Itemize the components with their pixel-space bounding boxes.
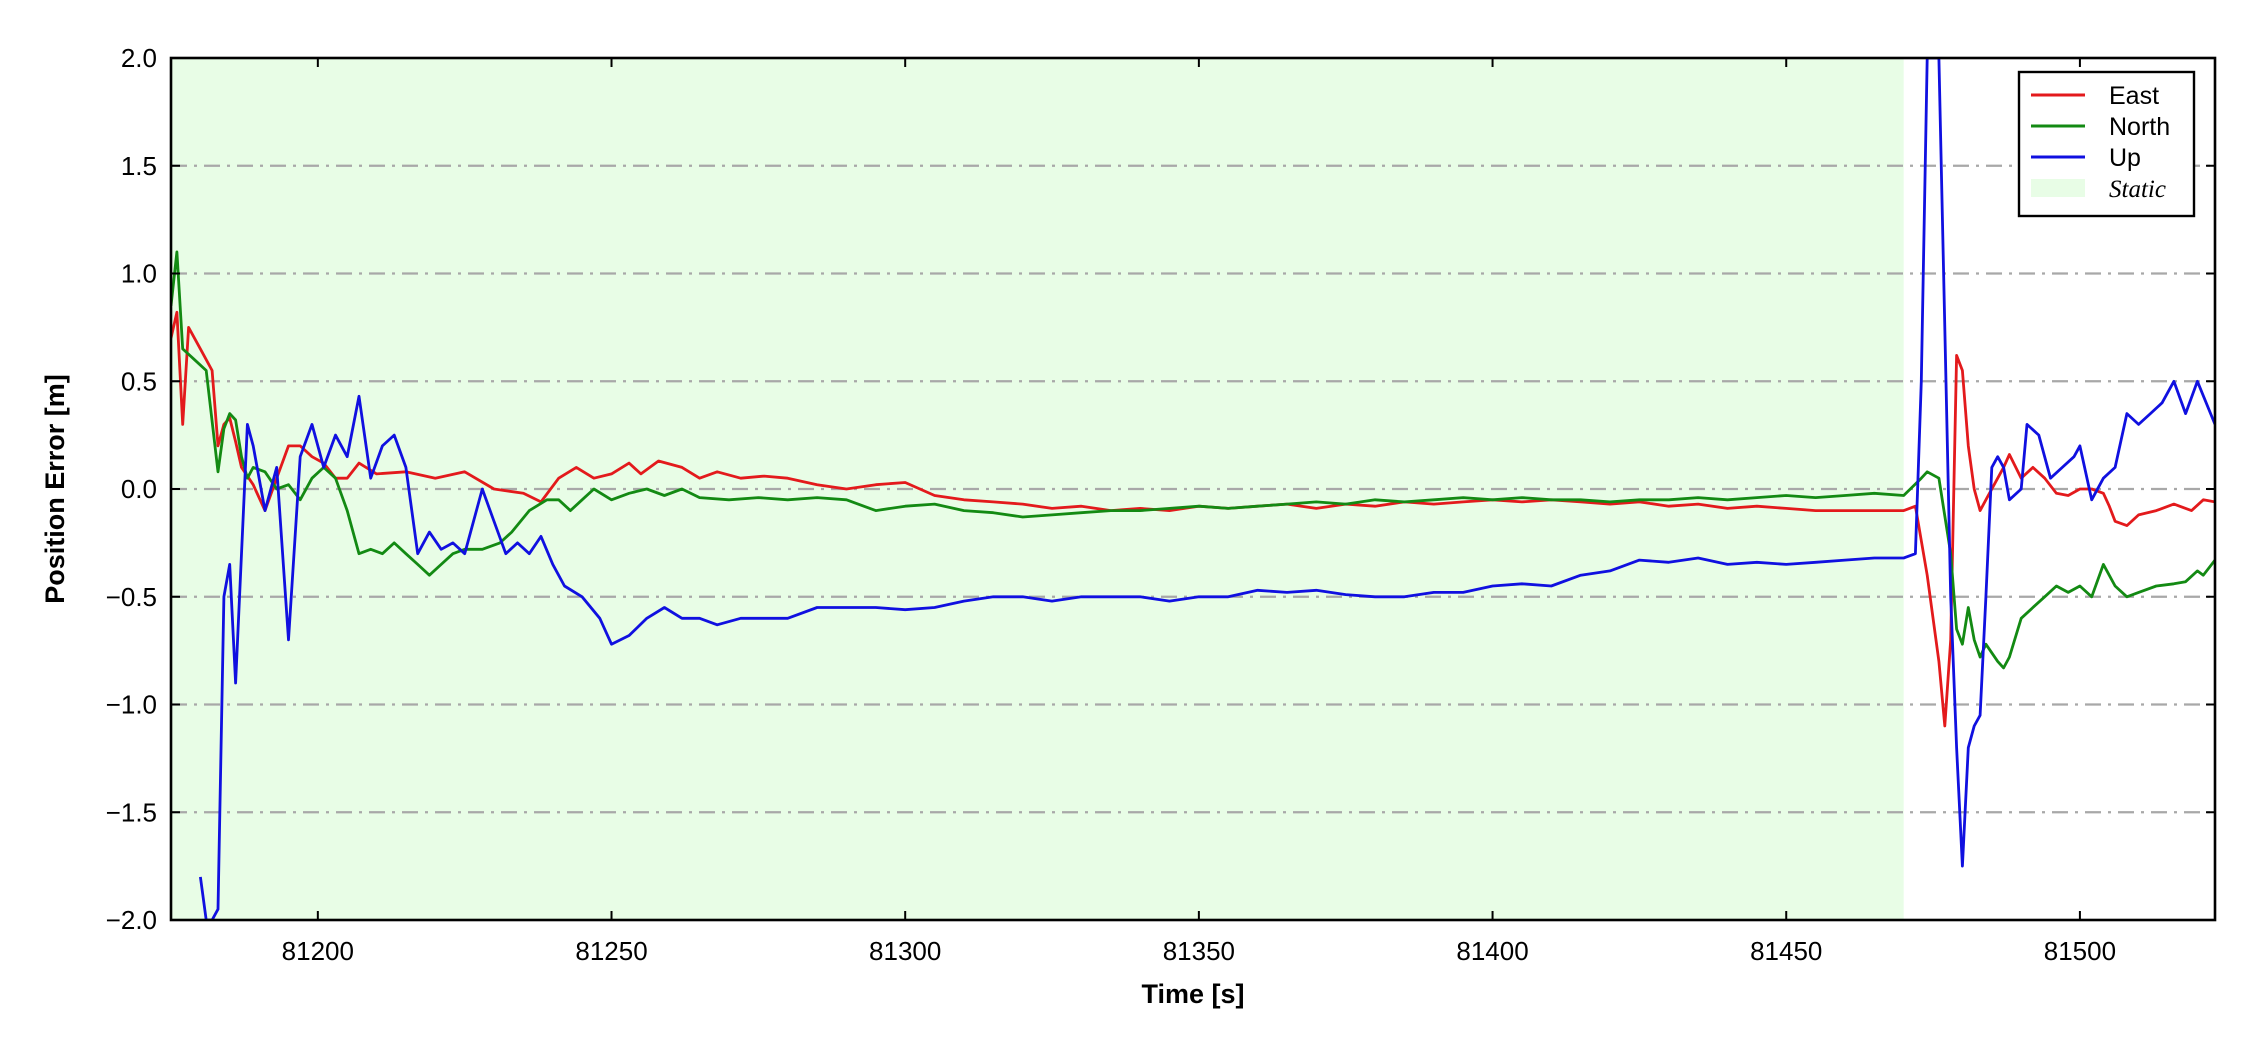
x-tick-label-6: 81500 (2044, 936, 2116, 966)
legend-label-north: North (2109, 113, 2170, 141)
x-axis-title: Time [s] (1141, 979, 1244, 1009)
y-tick-label-1: 1.5 (121, 151, 157, 181)
axis-ticks: 81200 81250 81300 81350 81400 81450 81500 2.0 1.… (106, 43, 2215, 966)
legend-label-east: East (2109, 82, 2159, 110)
x-tick-label-5: 81450 (1750, 936, 1822, 966)
y-tick-label-3: 0.5 (121, 366, 157, 396)
x-tick-label-3: 81350 (1163, 936, 1235, 966)
series-line-north (171, 250, 2215, 670)
series-line-up (199, 58, 2215, 920)
y-tick-label-6: −1.0 (106, 690, 157, 720)
legend-label-up: Up (2109, 144, 2141, 172)
x-tick-label-4: 81400 (1456, 936, 1528, 966)
y-tick-label-4: 0.0 (121, 474, 157, 504)
y-tick-label-7: −1.5 (106, 797, 157, 827)
grid-lines (171, 164, 2215, 814)
y-axis-title: Position Error [m] (40, 374, 70, 604)
legend-label-static: Static (2109, 176, 2166, 203)
legend-swatch-static (2031, 179, 2085, 197)
y-tick-label-0: 2.0 (121, 43, 157, 73)
x-tick-label-2: 81300 (869, 936, 941, 966)
y-tick-label-8: −2.0 (106, 905, 157, 935)
x-tick-label-0: 81200 (282, 936, 354, 966)
y-tick-label-2: 1.0 (121, 259, 157, 289)
x-tick-label-1: 81250 (575, 936, 647, 966)
legend: East North Up Static (2017, 70, 2196, 218)
y-tick-label-5: −0.5 (106, 582, 157, 612)
series-layer (171, 58, 2215, 920)
